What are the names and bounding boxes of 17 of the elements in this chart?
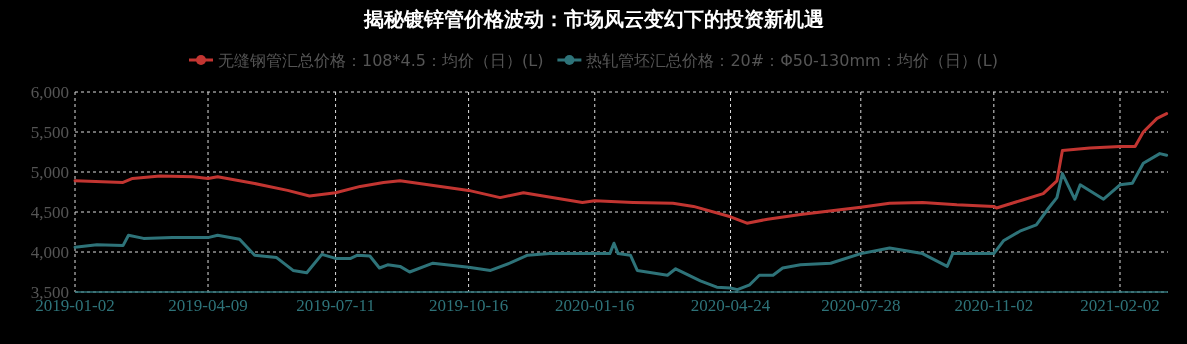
line-series	[73, 112, 1169, 225]
x-tick-label: 2021-02-02	[1080, 296, 1160, 315]
legend-label: 无缝钢管汇总价格：108*4.5：均价（日）(L)	[218, 51, 544, 70]
legend-label: 热轧管坯汇总价格：20#：Φ50-130mm：均价（日）(L)	[586, 51, 998, 70]
x-tick-label: 2020-01-16	[555, 296, 635, 315]
y-tick-label: 6,000	[30, 83, 69, 102]
y-tick-label: 4,000	[30, 243, 69, 262]
x-tick-label: 2020-11-02	[954, 296, 1034, 315]
x-tick-label: 2019-04-09	[168, 296, 248, 315]
x-tick-label: 2019-07-11	[296, 296, 375, 315]
y-tick-label: 5,500	[30, 123, 69, 142]
y-tick-label: 5,000	[30, 163, 69, 182]
y-tick-label: 4,500	[30, 203, 69, 222]
x-tick-label: 2020-07-28	[821, 296, 901, 315]
x-tick-label: 2020-04-24	[690, 296, 771, 315]
chart-title: 揭秘镀锌管价格波动：市场风云变幻下的投资新机遇	[362, 7, 824, 31]
x-tick-label: 2019-10-16	[428, 296, 509, 315]
